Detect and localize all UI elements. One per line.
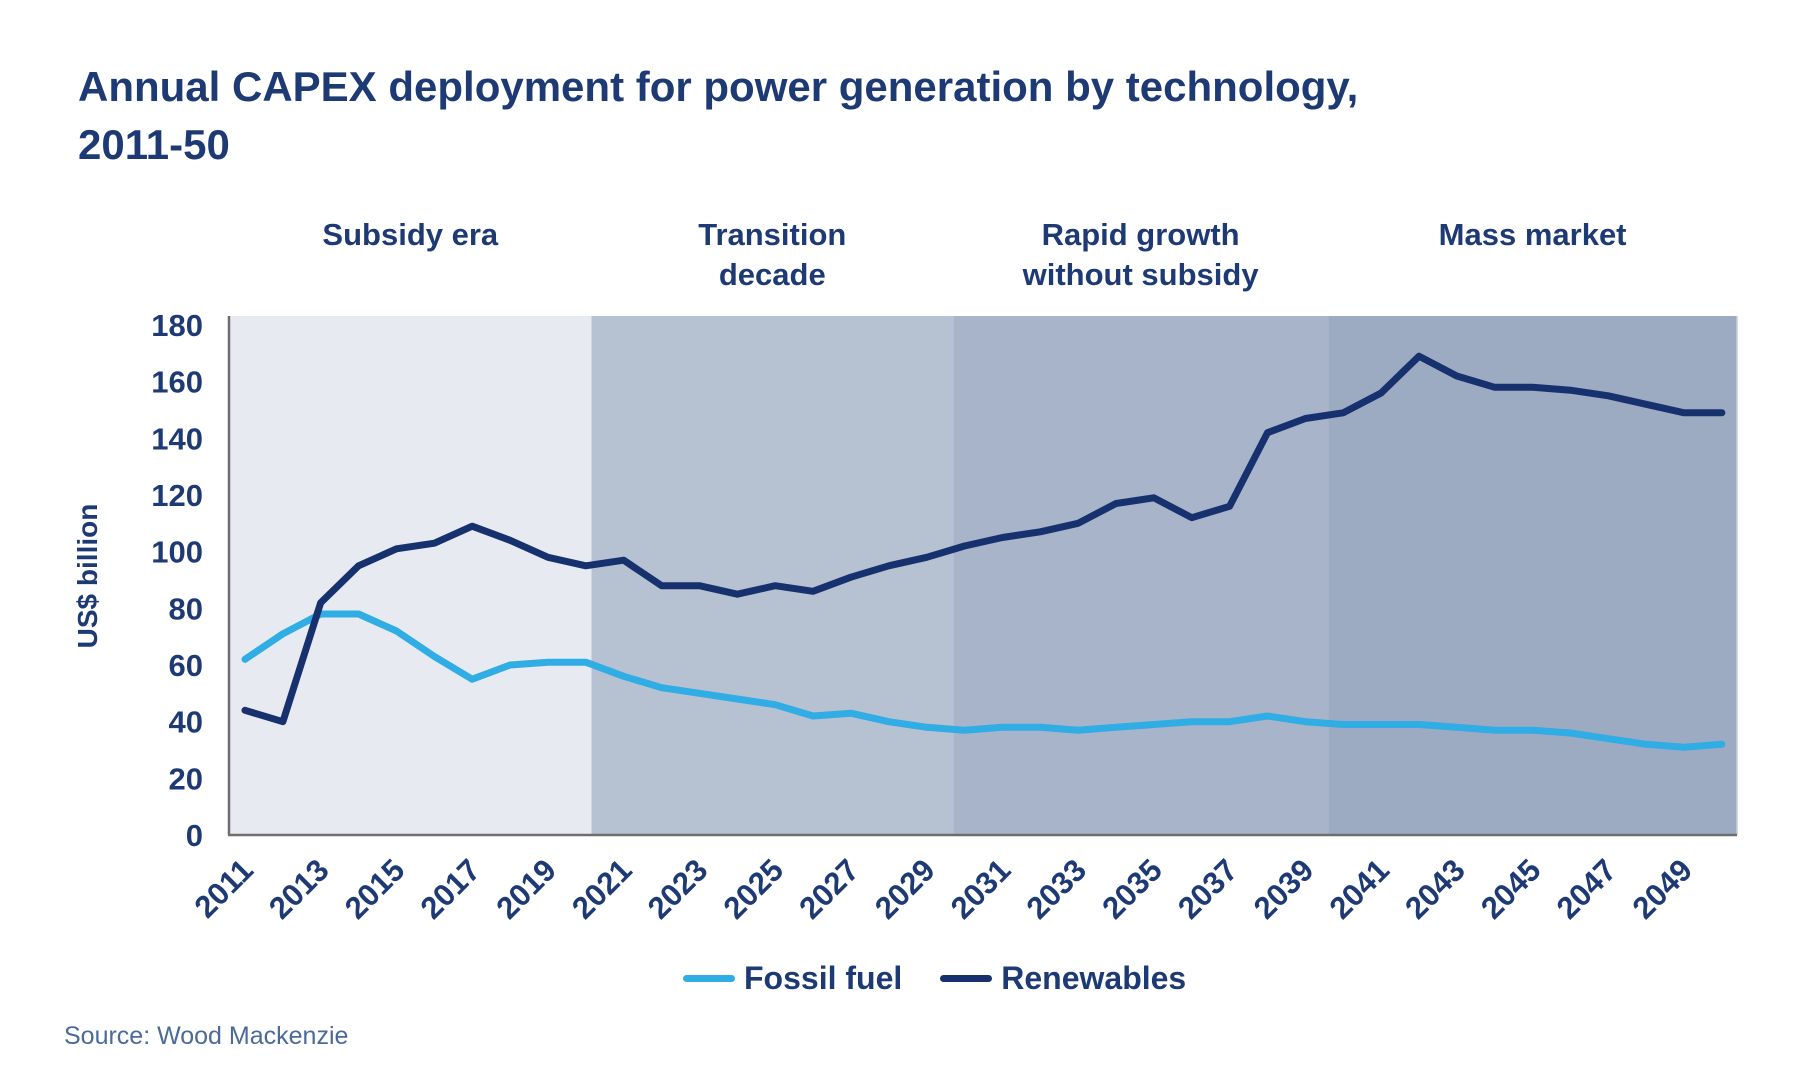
chart-legend: Fossil fuel Renewables [683, 962, 1186, 994]
x-axis-tick-label: 2049 [1626, 852, 1700, 926]
y-axis-tick-label: 20 [169, 761, 203, 796]
y-axis-tick-label: 60 [169, 648, 203, 683]
page-title: Annual CAPEX deployment for power genera… [78, 63, 1359, 168]
era-band-subsidy-era [229, 316, 592, 835]
legend-item-renewables: Renewables [940, 962, 1186, 994]
y-axis-tick-label: 180 [151, 308, 203, 343]
fossil-fuel-swatch-icon [683, 974, 735, 982]
legend-label-fossil-fuel: Fossil fuel [744, 960, 903, 996]
era-label-mass-market: Mass market [1439, 217, 1627, 252]
x-axis-tick-label: 2025 [717, 852, 791, 926]
x-axis-tick-label: 2019 [489, 852, 563, 926]
y-axis-tick-label: 160 [151, 365, 203, 400]
era-label-transition-decade: Transition decade [698, 217, 846, 292]
x-axis-tick-label: 2015 [338, 852, 412, 926]
fossil-fuel-line [241, 610, 1726, 751]
renewables-swatch-icon [940, 974, 993, 982]
era-label-rapid-growth-without-subsidy: Rapid growth without subsidy [1022, 217, 1260, 292]
x-axis-tick-label: 2031 [944, 852, 1018, 926]
x-axis-tick-label: 2039 [1247, 852, 1321, 926]
y-axis-tick-label: 40 [169, 705, 203, 740]
x-axis-tick-label: 2027 [792, 852, 866, 926]
x-axis-tick-label: 2033 [1020, 852, 1094, 926]
renewables-line [241, 352, 1726, 726]
x-axis-tick-label: 2041 [1323, 852, 1397, 926]
x-axis-tick-label: 2011 [188, 852, 260, 924]
source-note: Source: Wood Mackenzie [64, 1022, 349, 1050]
y-axis-tick-label: 0 [186, 818, 203, 853]
x-axis-tick-label: 2037 [1171, 852, 1245, 926]
x-axis-tick-label: 2013 [262, 852, 336, 926]
x-axis-tick-label: 2021 [565, 852, 639, 926]
y-axis-tick-label: 120 [151, 478, 203, 513]
y-axis-tick-label: 80 [169, 591, 203, 626]
x-axis-tick-label: 2035 [1095, 852, 1169, 926]
era-label-subsidy-era: Subsidy era [322, 217, 498, 252]
era-band-mass-market [1328, 316, 1738, 835]
x-axis-tick-label: 2047 [1550, 852, 1624, 926]
y-axis-tick-label: 100 [151, 535, 203, 570]
x-axis-tick-label: 2043 [1398, 852, 1472, 926]
era-band-rapid-growth-without-subsidy [953, 316, 1329, 835]
legend-label-renewables: Renewables [1001, 960, 1187, 996]
x-axis-tick-label: 2023 [641, 852, 715, 926]
x-axis-tick-label: 2029 [868, 852, 942, 926]
y-axis-tick-label: 140 [151, 421, 203, 456]
x-axis-tick-label: 2017 [414, 852, 488, 926]
x-axis-tick-label: 2045 [1474, 852, 1548, 926]
legend-item-fossil-fuel: Fossil fuel [683, 962, 902, 994]
y-axis-title: US$ billion [72, 504, 103, 649]
